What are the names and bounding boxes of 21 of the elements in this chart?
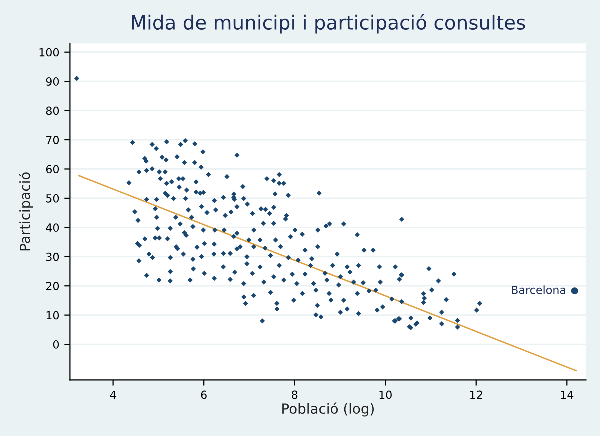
y-axis-title: Participació xyxy=(19,172,34,251)
annotation: Barcelona xyxy=(512,286,566,294)
x-tick-label: 10 xyxy=(380,390,392,400)
x-tick-label: 12 xyxy=(470,390,482,400)
y-tick-label: 100 xyxy=(40,48,60,57)
y-tick-label: 90 xyxy=(46,78,60,86)
y-tick-label: 40 xyxy=(46,224,60,232)
x-tick-label: 14 xyxy=(561,390,574,400)
y-tick-label: 70 xyxy=(46,136,60,144)
y-tick-label: 80 xyxy=(46,106,60,116)
x-tick-label: 8 xyxy=(292,390,298,400)
y-tick-label: 60 xyxy=(46,165,60,174)
x-axis-title: Població (log) xyxy=(282,402,374,417)
x-tick-label: 6 xyxy=(201,390,207,400)
chart-title: Mida de municipi i participació consultes xyxy=(132,14,526,34)
y-tick-label: 20 xyxy=(46,282,60,290)
y-tick-label: 0 xyxy=(53,340,60,349)
y-tick-label: 30 xyxy=(46,252,60,262)
y-tick-label: 10 xyxy=(46,311,60,320)
x-tick-label: 4 xyxy=(110,390,116,400)
y-tick-label: 50 xyxy=(46,194,60,203)
